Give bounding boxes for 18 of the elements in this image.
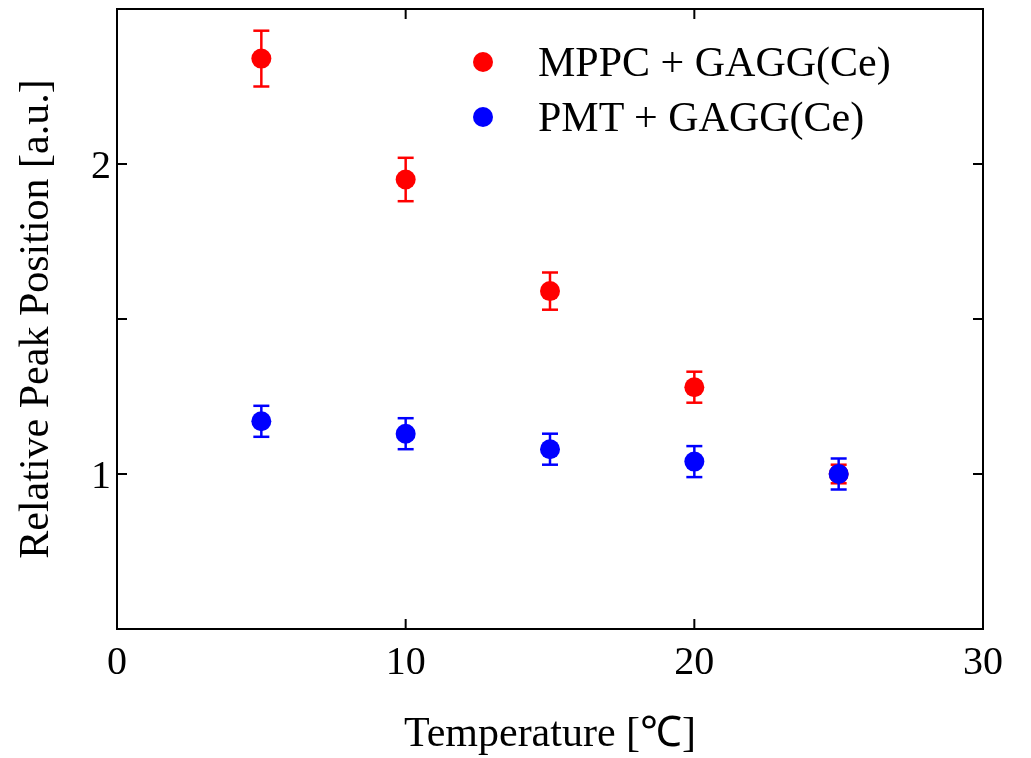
point [540,439,560,460]
point [395,423,416,444]
point [251,411,272,432]
legend-label: PMT + GAGG(Ce) [538,94,865,141]
x-tick-label: 0 [107,638,127,683]
point [395,169,416,190]
point [684,377,705,398]
point [684,451,705,472]
x-tick-label: 30 [963,638,1003,683]
y-axis-title: Relative Peak Position [a.u.] [11,79,57,559]
point [540,281,560,302]
y-tick-label: 2 [91,142,111,187]
legend-label: MPPC + GAGG(Ce) [538,39,891,86]
x-tick-label: 10 [385,638,426,683]
point [251,48,272,69]
x-tick-label: 20 [674,638,715,683]
x-axis-title: Temperature [℃] [403,709,697,755]
y-tick-label: 1 [91,452,111,497]
